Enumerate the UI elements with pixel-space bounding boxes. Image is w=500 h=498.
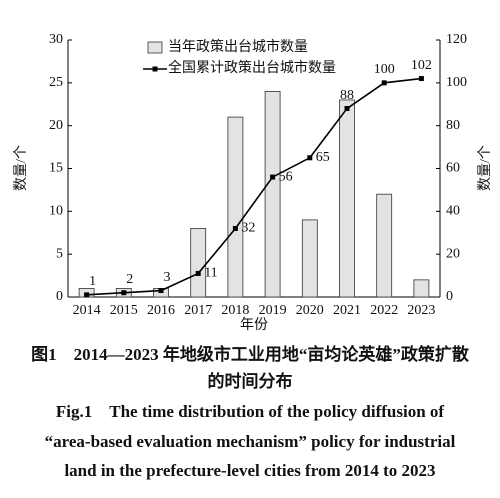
data-label: 11 xyxy=(204,266,217,281)
y2-tick-label: 100 xyxy=(446,75,467,90)
line xyxy=(86,77,422,296)
y-tick-label: 25 xyxy=(49,75,63,90)
y-tick-label: 15 xyxy=(49,161,63,176)
data-label: 88 xyxy=(340,88,354,103)
data-label: 3 xyxy=(164,270,171,285)
data-label: 1 xyxy=(89,274,96,289)
caption: “area-based evaluation mechanism” policy… xyxy=(45,432,456,451)
line-marker xyxy=(307,155,313,161)
line-marker xyxy=(418,76,424,82)
y-tick-label: 20 xyxy=(49,118,63,133)
caption: land in the prefecture-level cities from… xyxy=(64,461,435,480)
bar xyxy=(301,219,318,298)
line-marker xyxy=(158,288,164,294)
data-label: 32 xyxy=(241,221,255,236)
y2-tick-label: 80 xyxy=(446,118,460,133)
y2-tick-label: 60 xyxy=(446,161,460,176)
x-tick-label: 2020 xyxy=(296,303,324,318)
y2-axis-label: 数量/个 xyxy=(477,145,493,191)
line-marker xyxy=(344,106,350,112)
data-label: 102 xyxy=(411,58,432,73)
y-tick-label: 5 xyxy=(56,246,63,261)
caption: Fig.1 The time distribution of the polic… xyxy=(56,402,445,421)
x-tick-label: 2022 xyxy=(370,303,398,318)
x-tick-label: 2016 xyxy=(147,303,175,318)
y2-tick-label: 120 xyxy=(446,32,467,47)
y-axis-label: 数量/个 xyxy=(13,145,29,191)
x-tick-label: 2019 xyxy=(259,303,287,318)
data-label: 2 xyxy=(126,272,133,287)
x-tick-label: 2017 xyxy=(184,303,212,318)
y-tick-label: 0 xyxy=(56,289,63,304)
y2-tick-label: 40 xyxy=(446,204,460,219)
x-tick-label: 2021 xyxy=(333,303,361,318)
line-marker xyxy=(381,80,387,86)
line-marker xyxy=(195,270,201,276)
data-label: 65 xyxy=(316,150,330,165)
line-marker xyxy=(232,225,238,231)
x-tick-label: 2018 xyxy=(221,303,249,318)
bar xyxy=(190,228,207,298)
x-tick-label: 2014 xyxy=(73,303,101,318)
line-marker xyxy=(270,174,276,180)
legend-label: 当年政策出台城市数量 xyxy=(168,38,308,55)
y2-tick-label: 20 xyxy=(446,246,460,261)
data-label: 56 xyxy=(279,169,293,184)
bar xyxy=(227,116,244,298)
bar xyxy=(413,279,430,298)
data-label: 100 xyxy=(374,62,395,77)
x-tick-label: 2023 xyxy=(407,303,435,318)
y-tick-label: 30 xyxy=(49,32,63,47)
legend-label: 全国累计政策出台城市数量 xyxy=(168,59,336,76)
line-marker xyxy=(121,290,127,296)
line-marker xyxy=(84,292,90,298)
bar xyxy=(376,193,393,298)
bar xyxy=(339,99,355,298)
x-tick-label: 2015 xyxy=(110,303,138,318)
x-axis-label: 年份 xyxy=(240,317,268,333)
y2-tick-label: 0 xyxy=(446,289,453,304)
y-tick-label: 10 xyxy=(49,204,63,219)
bar xyxy=(264,91,281,298)
legend-marker xyxy=(152,66,158,72)
legend-swatch xyxy=(147,41,163,54)
caption: 图1 2014—2023 年地级市工业用地“亩均论英雄”政策扩散 xyxy=(31,344,470,364)
caption: 的时间分布 xyxy=(208,371,293,391)
